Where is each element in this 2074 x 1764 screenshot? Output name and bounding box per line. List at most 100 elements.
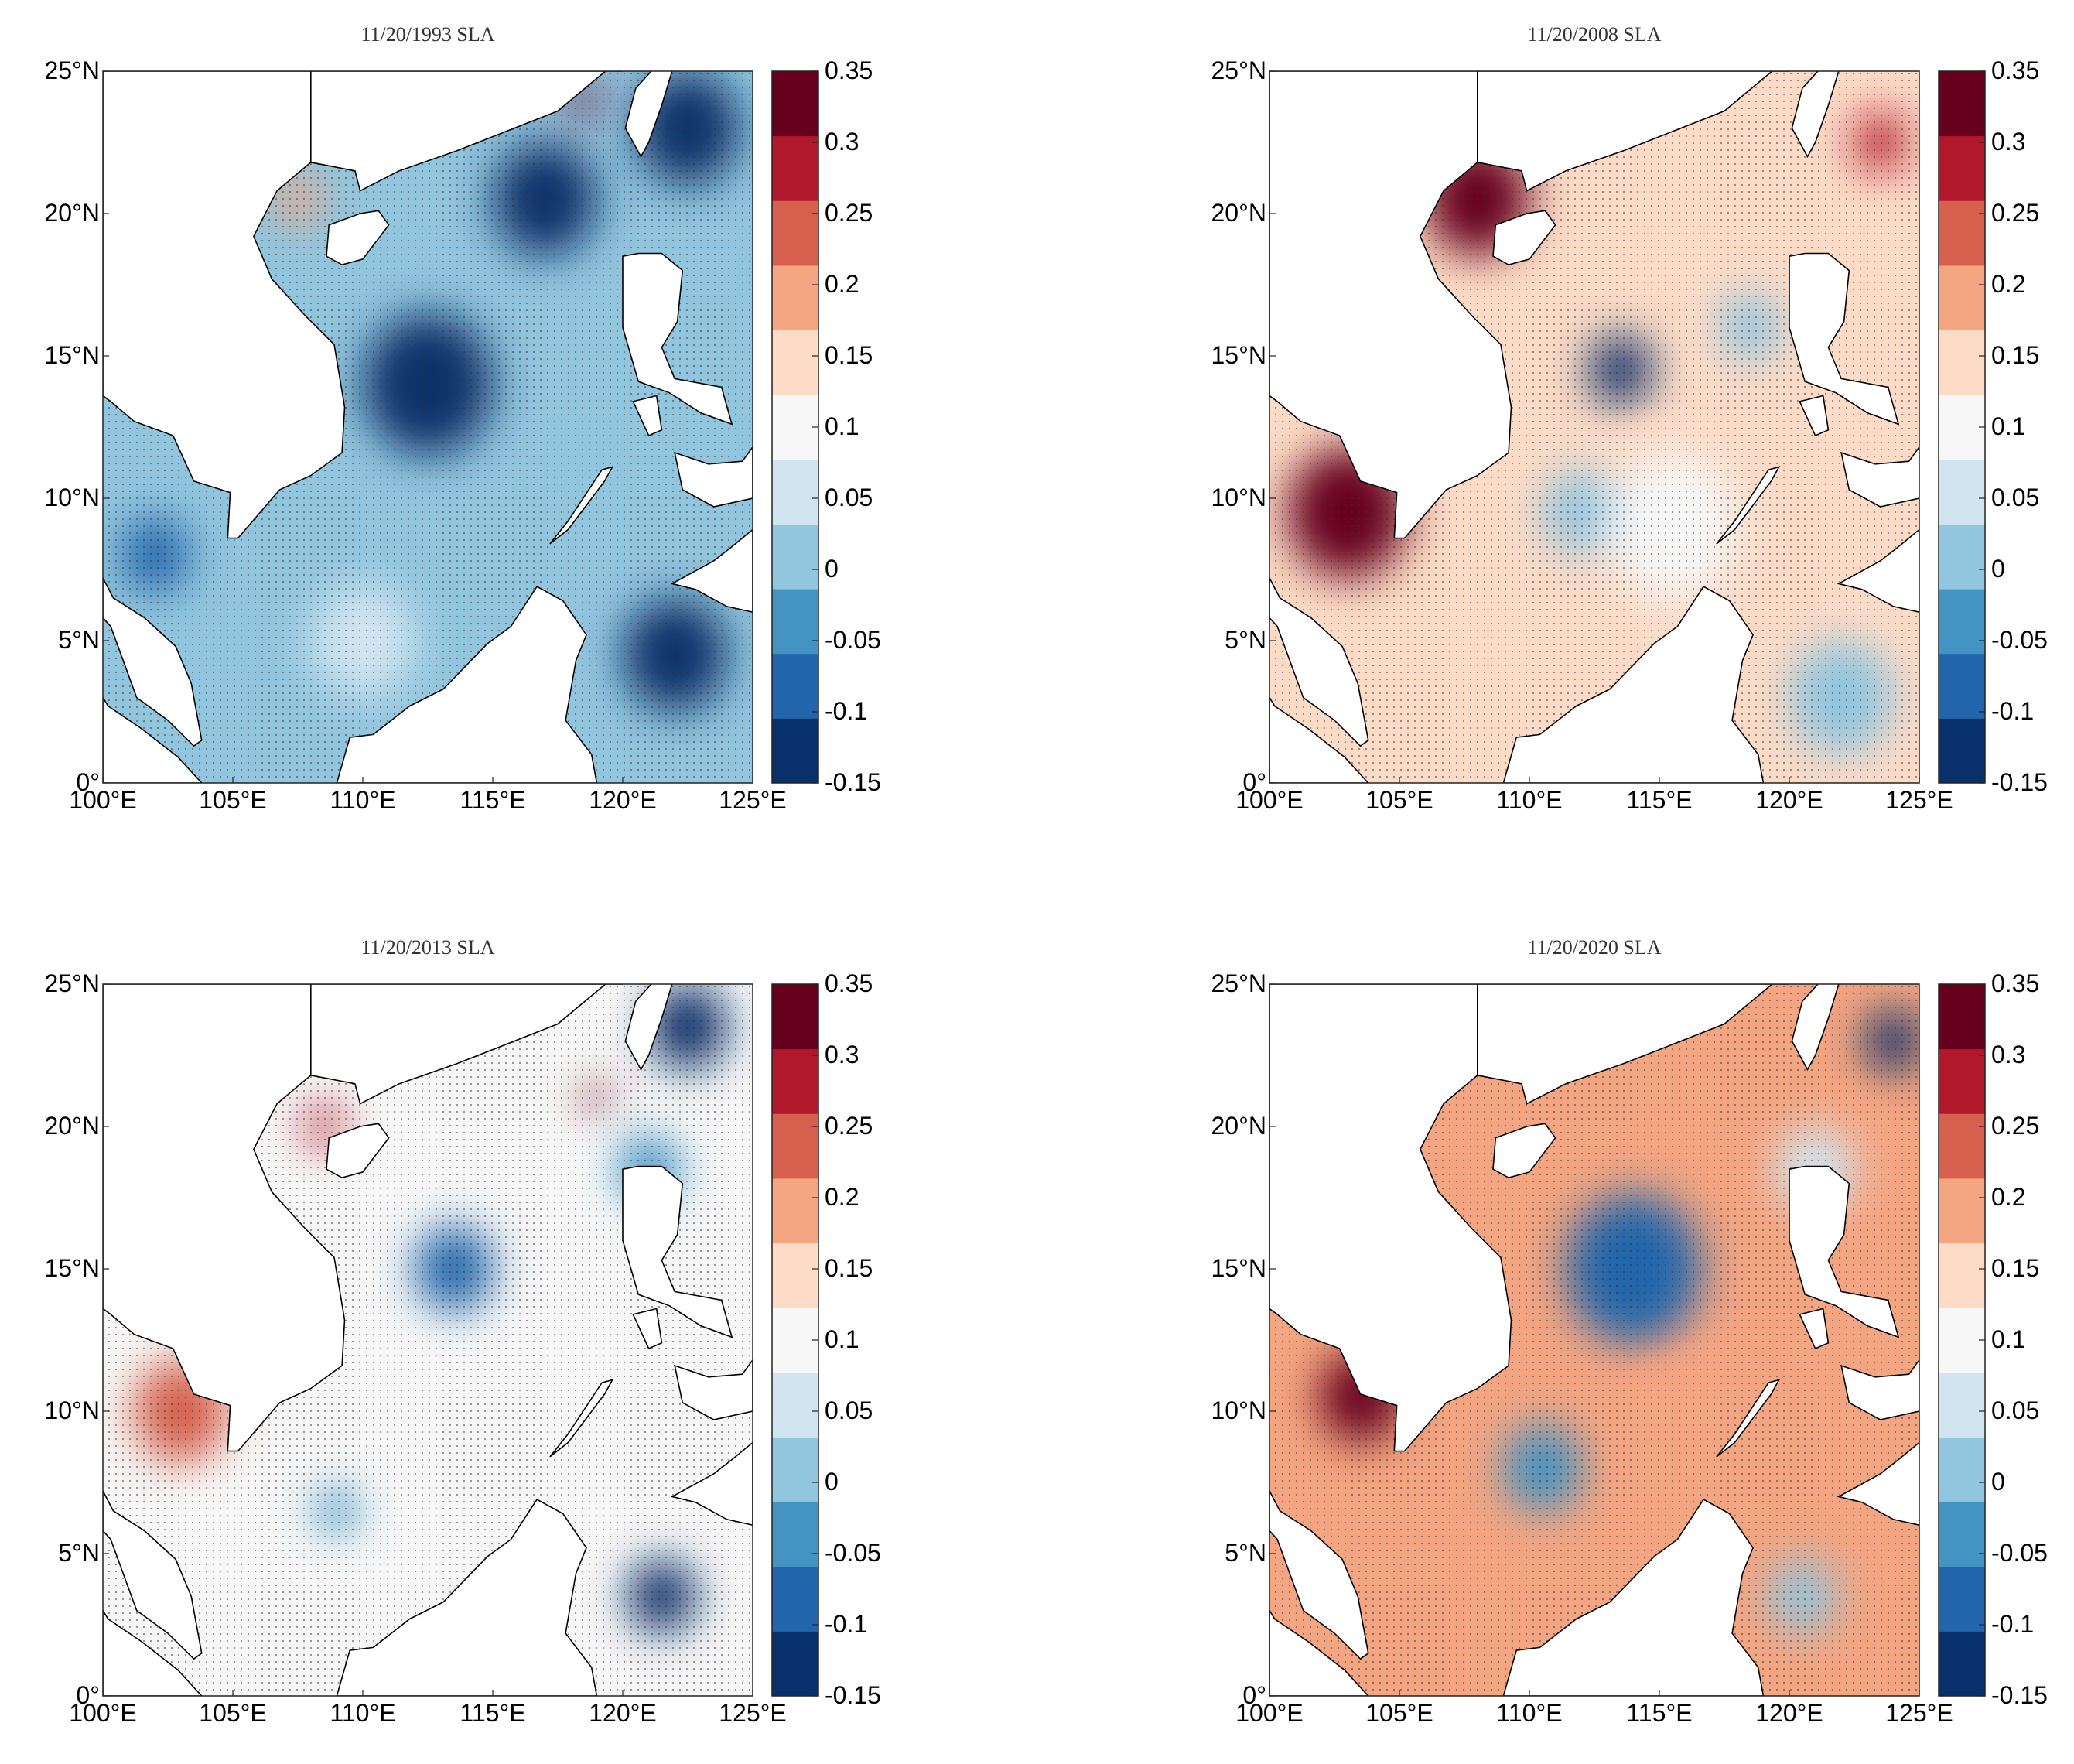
colorbar-segment xyxy=(772,1243,818,1308)
colorbar-segment xyxy=(1939,1437,1985,1502)
colorbar-segment xyxy=(1939,1308,1985,1373)
map-frame xyxy=(102,70,753,784)
colorbar-segment xyxy=(1939,1502,1985,1567)
palawan xyxy=(549,1379,614,1458)
y-tick-label: 0° xyxy=(1242,768,1266,796)
colorbar-segment xyxy=(1939,200,1985,266)
panel-title: 11/20/2013 SLA xyxy=(360,936,495,959)
x-tick-label: 125°E xyxy=(1885,1699,1953,1727)
hainan xyxy=(326,1123,390,1179)
y-tick-label: 5°N xyxy=(58,1539,100,1567)
luzon xyxy=(1789,1165,1900,1338)
y-tick-label: 20°N xyxy=(1211,199,1267,227)
colorbar-tick-label: -0.1 xyxy=(825,697,868,725)
colorbar-tick-label: 0.15 xyxy=(825,1254,873,1282)
visayas xyxy=(1840,1359,1919,1420)
colorbar-tick-label: -0.1 xyxy=(825,1610,868,1638)
colorbar-tick-label: 0.2 xyxy=(825,270,859,298)
china-south-coast xyxy=(310,71,623,192)
colorbar-segment xyxy=(772,1308,818,1373)
visayas xyxy=(1840,446,1919,508)
palawan xyxy=(1716,1379,1781,1458)
luzon xyxy=(1789,252,1900,426)
indochina-landmass xyxy=(103,71,346,539)
hainan xyxy=(1492,210,1556,266)
borneo xyxy=(1502,586,1765,783)
colorbar-segment xyxy=(1939,1113,1985,1179)
y-tick-label: 10°N xyxy=(44,484,101,511)
colorbar-tick-label: 0.2 xyxy=(825,1183,859,1211)
colorbar-tick-label: -0.15 xyxy=(825,768,881,796)
colorbar-segment xyxy=(772,71,818,137)
x-tick-label: 120°E xyxy=(589,1699,657,1727)
colorbar-tick-label: 0.25 xyxy=(1991,1112,2040,1140)
colorbar-tick-label: 0.3 xyxy=(825,128,859,156)
x-tick-label: 105°E xyxy=(1365,1699,1433,1727)
colorbar-tick-label: 0.15 xyxy=(825,341,873,369)
visayas xyxy=(674,1359,753,1420)
sla-map xyxy=(1269,983,1986,1697)
y-tick-label: 20°N xyxy=(44,1112,101,1140)
mindanao xyxy=(670,528,753,614)
panel-1993: 11/20/1993 SLA 100°E 105°E 110°E 115°E 120°E… xyxy=(31,23,882,836)
sla-map xyxy=(1269,70,1986,784)
y-tick-label: 5°N xyxy=(1225,1539,1266,1567)
hainan xyxy=(1492,1123,1556,1179)
colorbar-segment xyxy=(772,718,818,784)
colorbar-segment xyxy=(772,330,818,395)
colorbar-segment xyxy=(1939,265,1985,331)
panel-2020: 11/20/2020 SLA 100°E 105°E 110°E 115°E 120°E… xyxy=(1198,936,2048,1749)
y-tick-label: 0° xyxy=(76,768,100,796)
borneo xyxy=(336,1499,598,1696)
mindoro xyxy=(632,1308,663,1350)
y-tick-label: 25°N xyxy=(1211,969,1267,997)
indochina-landmass xyxy=(1269,984,1512,1452)
y-tick-label: 25°N xyxy=(44,56,101,84)
colorbar-tick-label: -0.05 xyxy=(1991,1539,2048,1567)
colorbar-segment xyxy=(1939,1372,1985,1438)
colorbar-segment xyxy=(1939,1631,1985,1697)
x-tick-label: 110°E xyxy=(330,786,396,814)
y-tick-label: 20°N xyxy=(1211,1112,1267,1140)
y-tick-label: 25°N xyxy=(44,969,101,997)
colorbar-tick-label: 0.15 xyxy=(1991,341,2040,369)
colorbar-segment xyxy=(772,135,818,201)
colorbar-tick-label: 0.05 xyxy=(825,1396,873,1424)
colorbar-tick-label: 0.25 xyxy=(1991,199,2040,227)
colorbar-tick-label: 0.15 xyxy=(1991,1254,2040,1282)
colorbar-tick-label: 0 xyxy=(1991,555,2005,583)
colorbar-segment xyxy=(772,1566,818,1632)
colorbar-tick-label: 0.1 xyxy=(825,412,859,440)
colorbar-tick-label: 0.35 xyxy=(825,969,873,997)
colorbar-segment xyxy=(1939,71,1985,137)
hainan xyxy=(326,210,390,266)
x-tick-label: 100°E xyxy=(1235,786,1304,814)
colorbar-segment xyxy=(772,395,818,460)
colorbar-segment xyxy=(772,1372,818,1438)
colorbar-tick-label: 0.35 xyxy=(825,56,873,84)
colorbar-segment xyxy=(1939,589,1985,655)
luzon xyxy=(622,1165,733,1338)
colorbar-segment xyxy=(772,653,818,719)
y-tick-label: 15°N xyxy=(44,341,101,369)
colorbar-tick-label: -0.1 xyxy=(1991,697,2035,725)
y-tick-label: 25°N xyxy=(1211,56,1267,84)
panel-title: 11/20/2008 SLA xyxy=(1527,23,1662,46)
y-tick-label: 15°N xyxy=(1211,341,1267,369)
malay-peninsula xyxy=(103,1490,203,1660)
colorbar-tick-label: 0.05 xyxy=(825,484,873,511)
colorbar-tick-label: 0.2 xyxy=(1991,1183,2026,1211)
x-tick-label: 110°E xyxy=(1496,786,1563,814)
colorbar-segment xyxy=(772,1178,818,1244)
y-tick-label: 5°N xyxy=(58,626,100,654)
colorbar-tick-label: 0.1 xyxy=(1991,1325,2026,1353)
colorbar-segment xyxy=(1939,653,1985,719)
colorbar-tick-label: 0.05 xyxy=(1991,484,2040,511)
colorbar-segment xyxy=(772,265,818,331)
colorbar-tick-label: -0.05 xyxy=(1991,626,2048,654)
x-tick-label: 110°E xyxy=(330,1699,396,1727)
china-south-coast xyxy=(310,984,623,1105)
palawan xyxy=(549,466,614,545)
colorbar-tick-label: 0.05 xyxy=(1991,1396,2040,1424)
colorbar-tick-label: 0.2 xyxy=(1991,270,2026,298)
